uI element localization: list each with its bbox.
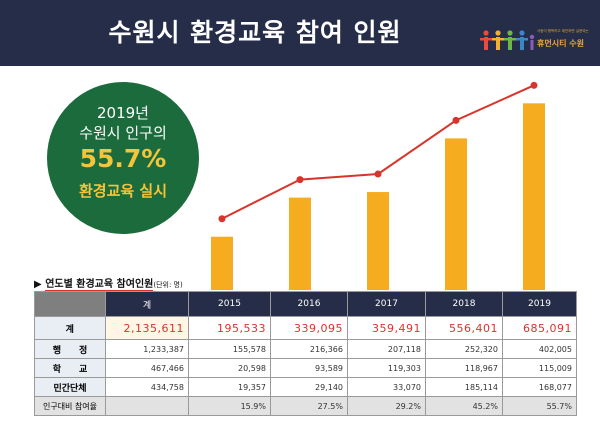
table-cell: 29,140 <box>270 377 348 397</box>
table-cell: 359,491 <box>347 316 426 340</box>
table-cell: 15.9% <box>188 396 271 416</box>
table-cell: 556,401 <box>425 316 503 340</box>
table-cell: 168,077 <box>502 377 577 397</box>
table-cell: 118,967 <box>425 358 503 378</box>
header-year: 2016 <box>270 291 348 317</box>
header-year: 2019 <box>502 291 577 317</box>
table-header-row: 계 2015 2016 2017 2018 2019 <box>34 291 577 317</box>
table-row-total: 계 2,135,611 195,533 339,095 359,491 556,… <box>34 316 577 340</box>
table-cell: 467,466 <box>105 358 189 378</box>
table-cell: 19,357 <box>188 377 271 397</box>
table-cell: 685,091 <box>502 316 577 340</box>
bar-2019 <box>523 103 545 290</box>
table-cell: 2,135,611 <box>105 316 189 340</box>
table-cell: 93,589 <box>270 358 348 378</box>
triangle-bullet-icon: ▶ <box>34 279 42 290</box>
table-cell: 27.5% <box>270 396 348 416</box>
table-cell: 185,114 <box>425 377 503 397</box>
bar-2015 <box>211 236 233 290</box>
table-row-rate: 인구대비 참여율 15.9% 27.5% 29.2% 45.2% 55.7% <box>34 396 577 416</box>
header-year: 2017 <box>347 291 426 317</box>
table-cell: 155,578 <box>188 339 271 359</box>
table-cell: 119,303 <box>347 358 426 378</box>
table-row-admin: 행 정 1,233,387 155,578 216,366 207,118 25… <box>34 339 577 359</box>
section-label: 연도별 환경교육 참여인원 <box>45 279 154 291</box>
table-cell: 115,009 <box>502 358 577 378</box>
bar-2016 <box>289 197 311 290</box>
table-row-school: 학 교 467,466 20,598 93,589 119,303 118,96… <box>34 358 577 378</box>
logo-text: 휴먼시티 수원 <box>537 39 584 48</box>
table-cell: 216,366 <box>270 339 348 359</box>
table-cell: 195,533 <box>188 316 271 340</box>
callout-year: 2019년 <box>97 104 149 122</box>
table-row-civic: 민간단체 434,758 19,357 29,140 33,070 185,11… <box>34 377 577 397</box>
table-cell: 339,095 <box>270 316 348 340</box>
section-heading: ▶ 연도별 환경교육 참여인원(단위: 명) <box>34 275 183 291</box>
table-cell: 402,005 <box>502 339 577 359</box>
trend-point-2016 <box>296 176 304 184</box>
bar-2018 <box>445 138 467 290</box>
row-label: 학 교 <box>34 358 106 378</box>
page-title: 수원시 환경교육 참여 인원 <box>108 18 402 47</box>
row-label: 행 정 <box>34 339 106 359</box>
title-banner: 수원시 환경교육 참여 인원 사람이 행복하고 제안하면 실현되는 휴먼시티 수… <box>0 0 600 66</box>
table-cell: 1,233,387 <box>105 339 189 359</box>
table-cell: 33,070 <box>347 377 426 397</box>
table-cell: 252,320 <box>425 339 503 359</box>
table-cell: 20,598 <box>188 358 271 378</box>
table-cell <box>105 396 189 416</box>
callout-circle: 2019년 수원시 인구의 55.7% 환경교육 실시 <box>47 82 199 234</box>
header-year: 2018 <box>425 291 503 317</box>
table-cell: 55.7% <box>502 396 577 416</box>
callout-caption: 환경교육 실시 <box>78 182 168 200</box>
trend-point-2019 <box>530 81 538 89</box>
header-total: 계 <box>105 291 189 317</box>
row-label: 계 <box>34 316 106 340</box>
participation-table: 계 2015 2016 2017 2018 2019 계 2,135,611 1… <box>34 291 577 416</box>
bar-2017 <box>367 192 389 290</box>
trend-point-2018 <box>452 116 460 124</box>
unit-label: (단위: 명) <box>153 281 183 289</box>
table-cell: 29.2% <box>347 396 426 416</box>
table-cell: 45.2% <box>425 396 503 416</box>
table-cell: 434,758 <box>105 377 189 397</box>
trend-point-2017 <box>374 170 382 178</box>
trend-point-2015 <box>218 215 226 223</box>
row-label: 민간단체 <box>34 377 106 397</box>
table-cell: 207,118 <box>347 339 426 359</box>
header-blank <box>34 291 106 317</box>
header-year: 2015 <box>188 291 271 317</box>
suwon-logo-icon <box>480 30 535 50</box>
callout-population: 수원시 인구의 <box>79 124 167 142</box>
logo-slogan: 사람이 행복하고 제안하면 실현되는 <box>537 29 589 33</box>
callout-percent: 55.7% <box>79 144 167 173</box>
row-label: 인구대비 참여율 <box>34 396 106 416</box>
